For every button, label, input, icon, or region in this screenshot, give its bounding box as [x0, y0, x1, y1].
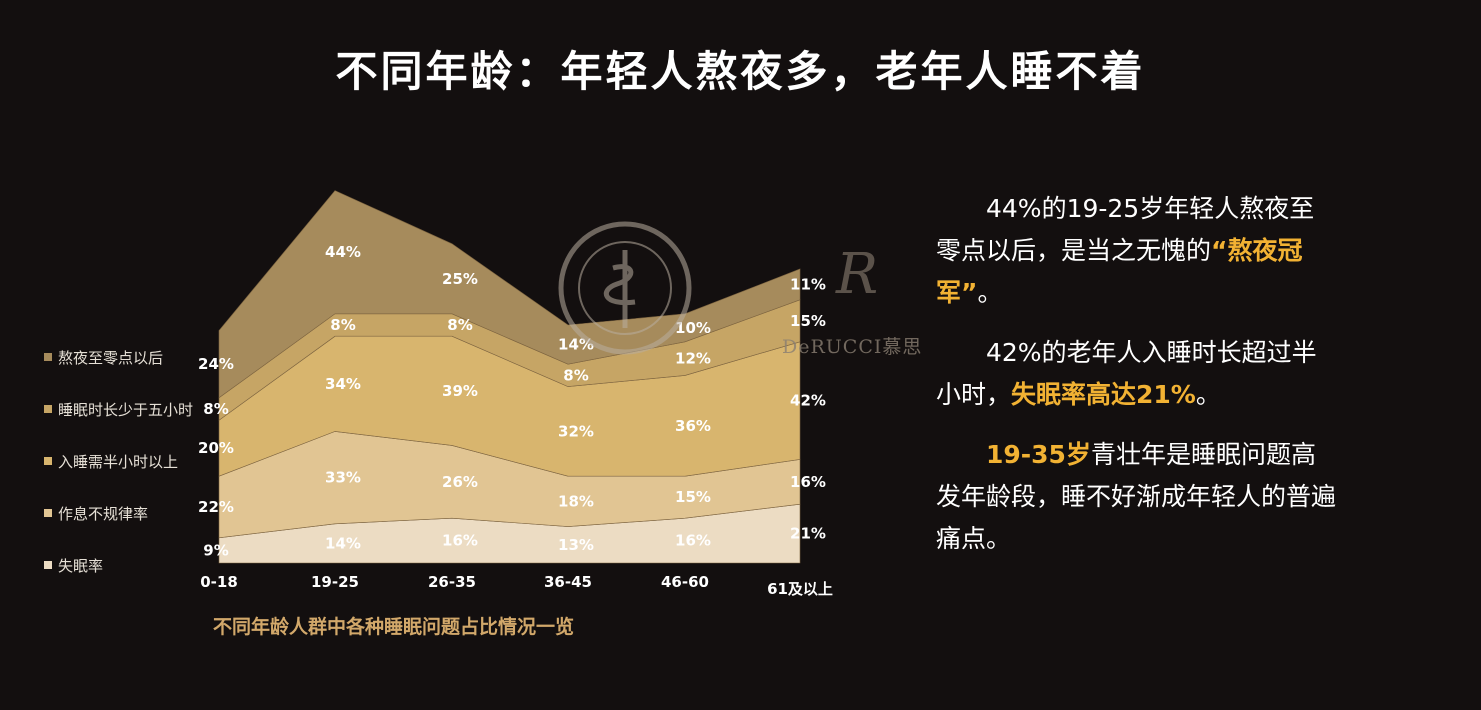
brand-mark-icon: R	[836, 242, 879, 307]
value-label-s0-5: 21%	[790, 525, 826, 543]
x-tick-label-0: 0-18	[200, 573, 238, 591]
x-tick-label-1: 19-25	[311, 573, 359, 591]
value-label-s3-4: 12%	[675, 350, 711, 368]
chart-caption: 不同年龄人群中各种睡眠问题占比情况一览	[213, 616, 575, 638]
value-label-s1-3: 18%	[558, 492, 594, 510]
value-label-s2-5: 42%	[790, 392, 826, 410]
legend-item-4: 失眠率	[44, 556, 204, 576]
legend-swatch	[44, 456, 52, 465]
brand-logo: DeRUCCI慕思	[782, 336, 923, 358]
value-label-s1-2: 26%	[442, 473, 478, 491]
x-tick-label-3: 36-45	[544, 573, 592, 591]
value-label-s0-0: 9%	[203, 541, 228, 559]
value-label-s2-2: 39%	[442, 382, 478, 400]
summary-paragraph-3: 19-35岁青壮年是睡眠问题高发年龄段，睡不好渐成年轻人的普遍痛点。	[936, 440, 1337, 553]
value-label-s1-0: 22%	[198, 498, 234, 516]
legend-swatch	[44, 404, 52, 413]
legend-label: 失眠率	[58, 557, 104, 575]
value-label-s3-0: 8%	[203, 400, 228, 418]
value-label-s0-4: 16%	[675, 532, 711, 550]
x-tick-label-4: 46-60	[661, 573, 709, 591]
value-label-s4-0: 24%	[198, 355, 234, 373]
legend-swatch	[44, 560, 52, 569]
chart-areas	[218, 190, 801, 564]
value-label-s3-3: 8%	[563, 366, 588, 384]
legend-label: 入睡需半小时以上	[58, 453, 179, 471]
value-label-s2-1: 34%	[325, 375, 361, 393]
value-label-s3-5: 15%	[790, 312, 826, 330]
value-label-s4-4: 10%	[675, 319, 711, 337]
value-label-s0-3: 13%	[558, 536, 594, 554]
chart-value-labels: 9% 14% 16% 13% 16% 21% 22% 33% 26% 18% 15% 16% 20% 34…	[198, 243, 826, 559]
legend-label: 熬夜至零点以后	[58, 349, 164, 367]
value-label-s3-1: 8%	[330, 316, 355, 334]
summary-paragraph-1: 44%的19-25岁年轻人熬夜至零点以后，是当之无愧的“熬夜冠军”。	[936, 194, 1315, 307]
legend-swatch	[44, 352, 52, 361]
value-label-s1-5: 16%	[790, 473, 826, 491]
page-title: 不同年龄：年轻人熬夜多，老年人睡不着	[335, 47, 1146, 96]
legend-label: 作息不规律率	[58, 505, 149, 523]
legend-item-0: 熬夜至零点以后	[44, 348, 204, 368]
value-label-s2-0: 20%	[198, 439, 234, 457]
x-tick-label-5: 61及以上	[767, 580, 833, 598]
legend-item-3: 作息不规律率	[44, 504, 204, 524]
legend-label: 睡眠时长少于五小时	[58, 401, 194, 419]
value-label-s4-2: 25%	[442, 270, 478, 288]
value-label-s4-1: 44%	[325, 243, 361, 261]
value-label-s2-4: 36%	[675, 417, 711, 435]
value-label-s0-2: 16%	[442, 532, 478, 550]
legend-item-2: 入睡需半小时以上	[44, 452, 204, 472]
value-label-s1-1: 33%	[325, 469, 361, 487]
x-tick-label-2: 26-35	[428, 573, 476, 591]
value-label-s3-2: 8%	[447, 316, 472, 334]
value-label-s1-4: 15%	[675, 488, 711, 506]
value-label-s0-1: 14%	[325, 534, 361, 552]
chart-x-tick-labels: 0-18 19-25 26-35 36-45 46-60 61及以上	[200, 573, 833, 598]
value-label-s2-3: 32%	[558, 422, 594, 440]
summary-paragraph-2: 42%的老年人入睡时长超过半小时，失眠率高达21%。	[936, 338, 1317, 409]
summary-text: 44%的19-25岁年轻人熬夜至零点以后，是当之无愧的“熬夜冠军”。 42%的老…	[936, 188, 1336, 578]
sleep-society-seal-icon	[558, 221, 692, 355]
value-label-s4-5: 11%	[790, 275, 826, 293]
legend-swatch	[44, 508, 52, 517]
legend-item-1: 睡眠时长少于五小时	[44, 400, 204, 420]
